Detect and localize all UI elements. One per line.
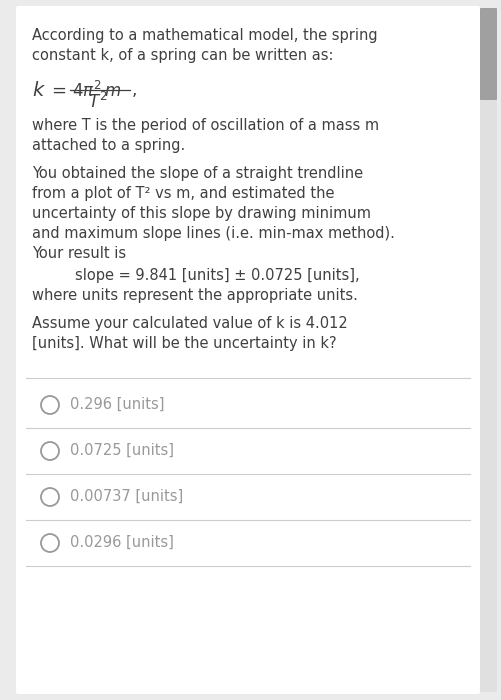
Text: $T^2$: $T^2$ bbox=[88, 92, 108, 112]
Text: $=$: $=$ bbox=[48, 81, 67, 99]
Text: Your result is: Your result is bbox=[32, 246, 126, 261]
Text: [units]. What will be the uncertainty in k?: [units]. What will be the uncertainty in… bbox=[32, 336, 337, 351]
FancyBboxPatch shape bbox=[480, 8, 497, 100]
Text: $4\pi^2\,m$: $4\pi^2\,m$ bbox=[72, 81, 121, 101]
Text: 0.00737 [units]: 0.00737 [units] bbox=[70, 489, 183, 503]
Text: $\it{k}$: $\it{k}$ bbox=[32, 80, 46, 99]
Text: where T is the period of oscillation of a mass m: where T is the period of oscillation of … bbox=[32, 118, 379, 133]
Text: constant k, of a spring can be written as:: constant k, of a spring can be written a… bbox=[32, 48, 334, 63]
Text: 0.0296 [units]: 0.0296 [units] bbox=[70, 535, 174, 550]
Text: and maximum slope lines (i.e. min-max method).: and maximum slope lines (i.e. min-max me… bbox=[32, 226, 395, 241]
Text: uncertainty of this slope by drawing minimum: uncertainty of this slope by drawing min… bbox=[32, 206, 371, 221]
Text: ,: , bbox=[132, 81, 137, 99]
Text: attached to a spring.: attached to a spring. bbox=[32, 138, 185, 153]
FancyBboxPatch shape bbox=[16, 6, 480, 694]
Text: You obtained the slope of a straight trendline: You obtained the slope of a straight tre… bbox=[32, 166, 363, 181]
Text: slope = 9.841 [units] ± 0.0725 [units],: slope = 9.841 [units] ± 0.0725 [units], bbox=[75, 268, 360, 283]
Bar bbox=[480, 8, 497, 692]
Text: 0.296 [units]: 0.296 [units] bbox=[70, 396, 164, 412]
Text: 0.0725 [units]: 0.0725 [units] bbox=[70, 442, 174, 458]
Text: Assume your calculated value of k is 4.012: Assume your calculated value of k is 4.0… bbox=[32, 316, 348, 331]
Text: According to a mathematical model, the spring: According to a mathematical model, the s… bbox=[32, 28, 378, 43]
Text: where units represent the appropriate units.: where units represent the appropriate un… bbox=[32, 288, 358, 303]
Text: from a plot of T² vs m, and estimated the: from a plot of T² vs m, and estimated th… bbox=[32, 186, 335, 201]
